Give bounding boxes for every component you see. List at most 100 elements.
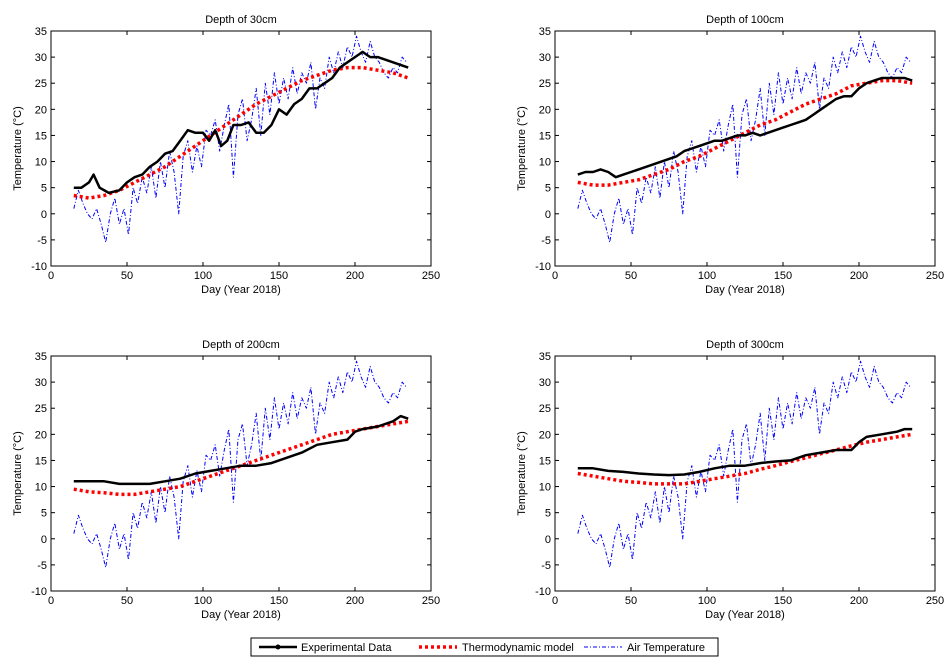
chart-panel-1: 0 50 100 150 200 250 -10 -5 0 5 10 15 20 25 30 35 Depth … <box>12 14 440 296</box>
y-tick-label: -5 <box>541 235 551 247</box>
x-tick-label: 50 <box>625 595 637 607</box>
y-tick-label: -10 <box>535 261 551 273</box>
x-axis-label: Day (Year 2018) <box>705 284 785 296</box>
x-tick-label: 100 <box>698 595 716 607</box>
x-tick-label: 0 <box>552 270 558 282</box>
y-tick-label: -5 <box>37 560 47 572</box>
x-tick-label: 50 <box>121 595 133 607</box>
x-tick-label: 150 <box>270 270 288 282</box>
y-tick-label: 5 <box>41 508 47 520</box>
chart-title: Depth of 300cm <box>706 339 784 351</box>
x-tick-label: 200 <box>346 270 364 282</box>
chart-panel-2: 0 50 100 150 200 250 -10 -5 0 5 10 15 20 25 30 35 Depth … <box>516 14 944 296</box>
y-tick-label: 0 <box>41 209 47 221</box>
y-axis-label: Temperature (°C) <box>516 106 528 190</box>
x-axis-label: Day (Year 2018) <box>201 284 281 296</box>
chart-title: Depth of 200cm <box>202 339 280 351</box>
series-line-model <box>577 78 913 187</box>
y-tick-label: 35 <box>539 26 551 38</box>
y-tick-label: 5 <box>41 183 47 195</box>
y-tick-label: 10 <box>35 157 47 169</box>
y-tick-label: -10 <box>31 586 47 598</box>
y-tick-label: 25 <box>35 403 47 415</box>
legend-label-experimental: Experimental Data <box>301 642 392 654</box>
x-tick-label: 250 <box>422 595 440 607</box>
y-tick-label: 30 <box>35 377 47 389</box>
y-tick-label: 25 <box>539 78 551 90</box>
y-tick-label: 35 <box>539 351 551 363</box>
series-line-experimental <box>73 50 409 195</box>
legend-box <box>250 637 719 657</box>
plot-area-frame <box>50 355 432 592</box>
x-tick-label: 250 <box>926 270 944 282</box>
x-tick-label: 250 <box>422 270 440 282</box>
x-tick-label: 0 <box>48 270 54 282</box>
y-tick-label: 20 <box>539 429 551 441</box>
x-tick-label: 100 <box>194 595 212 607</box>
y-axis-label: Temperature (°C) <box>516 431 528 515</box>
chart-title: Depth of 100cm <box>706 14 784 26</box>
y-tick-label: 20 <box>35 104 47 116</box>
y-tick-label: -5 <box>37 235 47 247</box>
y-tick-label: 20 <box>539 104 551 116</box>
y-tick-label: 25 <box>539 403 551 415</box>
x-tick-label: 50 <box>121 270 133 282</box>
y-tick-label: 15 <box>539 455 551 467</box>
series-line-experimental <box>577 427 913 477</box>
x-tick-label: 150 <box>774 595 792 607</box>
y-tick-label: 10 <box>539 482 551 494</box>
y-tick-label: 35 <box>35 351 47 363</box>
y-tick-label: 15 <box>35 130 47 142</box>
legend: Experimental Data Thermodynamic model Ai… <box>250 637 719 657</box>
legend-label-model: Thermodynamic model <box>462 642 574 654</box>
x-tick-label: 100 <box>194 270 212 282</box>
y-tick-label: 20 <box>35 429 47 441</box>
series-line-model <box>73 419 409 497</box>
y-tick-label: 0 <box>545 534 551 546</box>
y-tick-label: 5 <box>545 508 551 520</box>
series-line-experimental <box>73 414 409 486</box>
y-tick-label: -10 <box>535 586 551 598</box>
y-tick-label: -10 <box>31 261 47 273</box>
x-tick-label: 200 <box>850 270 868 282</box>
y-tick-label: 25 <box>35 78 47 90</box>
legend-marker-experimental <box>275 644 281 650</box>
x-tick-label: 50 <box>625 270 637 282</box>
chart-title: Depth of 30cm <box>205 14 277 26</box>
x-tick-label: 150 <box>774 270 792 282</box>
x-tick-label: 250 <box>926 595 944 607</box>
y-axis-label: Temperature (°C) <box>12 431 24 515</box>
series-line-air <box>577 360 912 568</box>
x-axis-label: Day (Year 2018) <box>201 609 281 621</box>
plot-area-frame <box>554 30 936 267</box>
chart-panel-3: 0 50 100 150 200 250 -10 -5 0 5 10 15 20 25 30 35 Depth … <box>12 339 440 621</box>
y-tick-label: 5 <box>545 183 551 195</box>
y-tick-label: 15 <box>35 455 47 467</box>
plot-area-frame <box>554 355 936 592</box>
y-tick-label: 15 <box>539 130 551 142</box>
series-line-model <box>73 65 409 200</box>
series-line-experimental <box>577 76 913 179</box>
y-tick-label: 30 <box>35 52 47 64</box>
y-tick-label: 30 <box>539 52 551 64</box>
y-tick-label: 30 <box>539 377 551 389</box>
series-line-air <box>73 35 408 243</box>
x-axis-label: Day (Year 2018) <box>705 609 785 621</box>
legend-label-air: Air Temperature <box>627 642 705 654</box>
y-tick-label: 10 <box>35 482 47 494</box>
series-line-air <box>577 35 912 243</box>
chart-panel-4: 0 50 100 150 200 250 -10 -5 0 5 10 15 20 25 30 35 Depth … <box>516 339 944 621</box>
y-tick-label: -5 <box>541 560 551 572</box>
plot-area-frame <box>50 30 432 267</box>
y-tick-label: 0 <box>41 534 47 546</box>
x-tick-label: 200 <box>850 595 868 607</box>
y-tick-label: 10 <box>539 157 551 169</box>
x-tick-label: 100 <box>698 270 716 282</box>
series-line-air <box>73 360 408 568</box>
y-tick-label: 0 <box>545 209 551 221</box>
x-tick-label: 200 <box>346 595 364 607</box>
x-tick-label: 0 <box>48 595 54 607</box>
y-axis-label: Temperature (°C) <box>12 106 24 190</box>
